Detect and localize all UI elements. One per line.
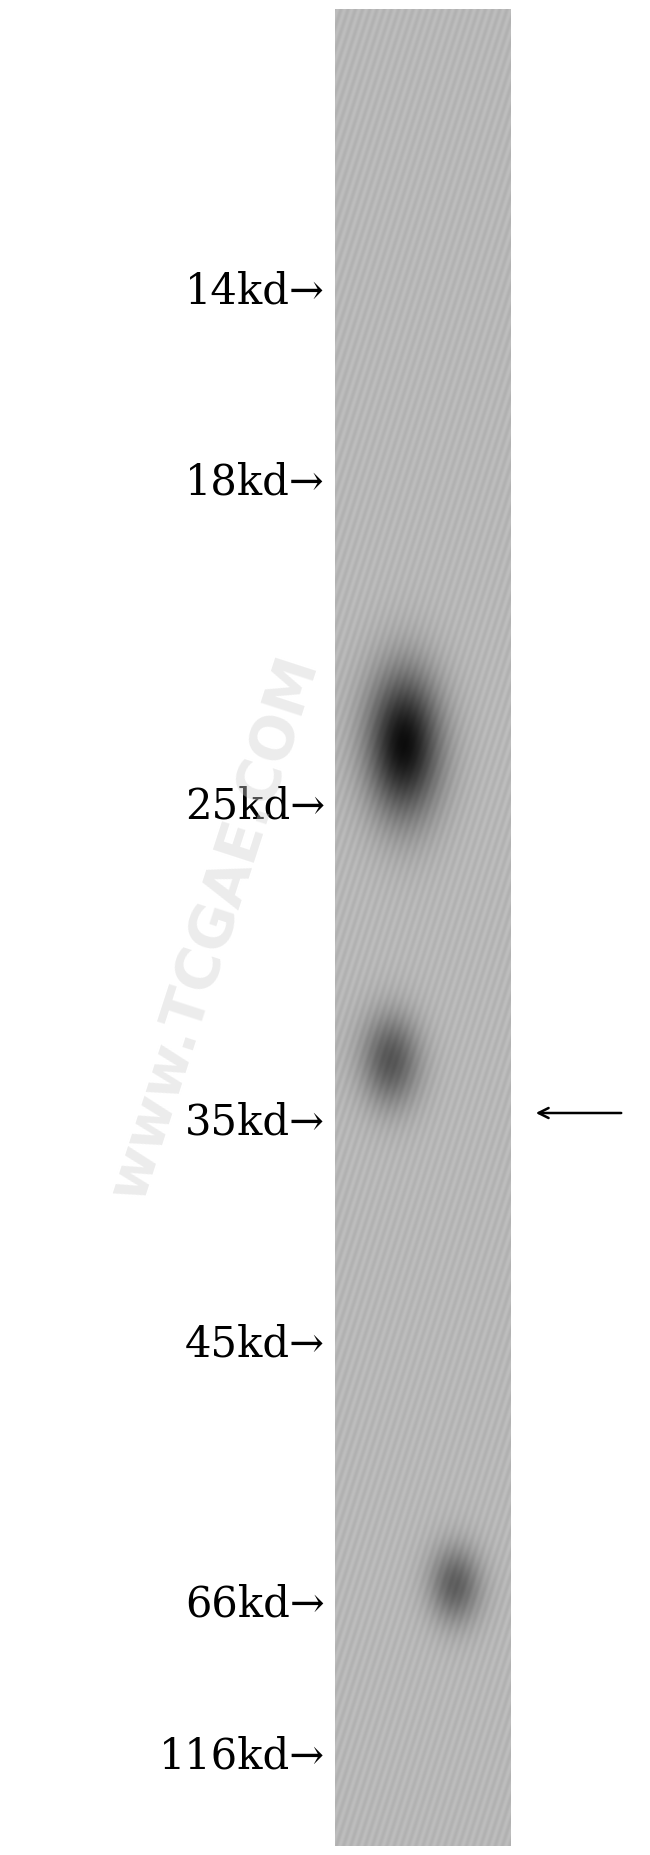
Text: 66kd→: 66kd→ <box>185 1584 325 1625</box>
Text: 45kd→: 45kd→ <box>185 1324 325 1365</box>
Text: www.TCGAE.COM: www.TCGAE.COM <box>99 649 330 1206</box>
Text: 116kd→: 116kd→ <box>159 1736 325 1777</box>
Text: 35kd→: 35kd→ <box>185 1102 325 1143</box>
Text: 14kd→: 14kd→ <box>185 271 325 312</box>
Text: 25kd→: 25kd→ <box>185 787 325 827</box>
Text: 18kd→: 18kd→ <box>185 462 325 503</box>
